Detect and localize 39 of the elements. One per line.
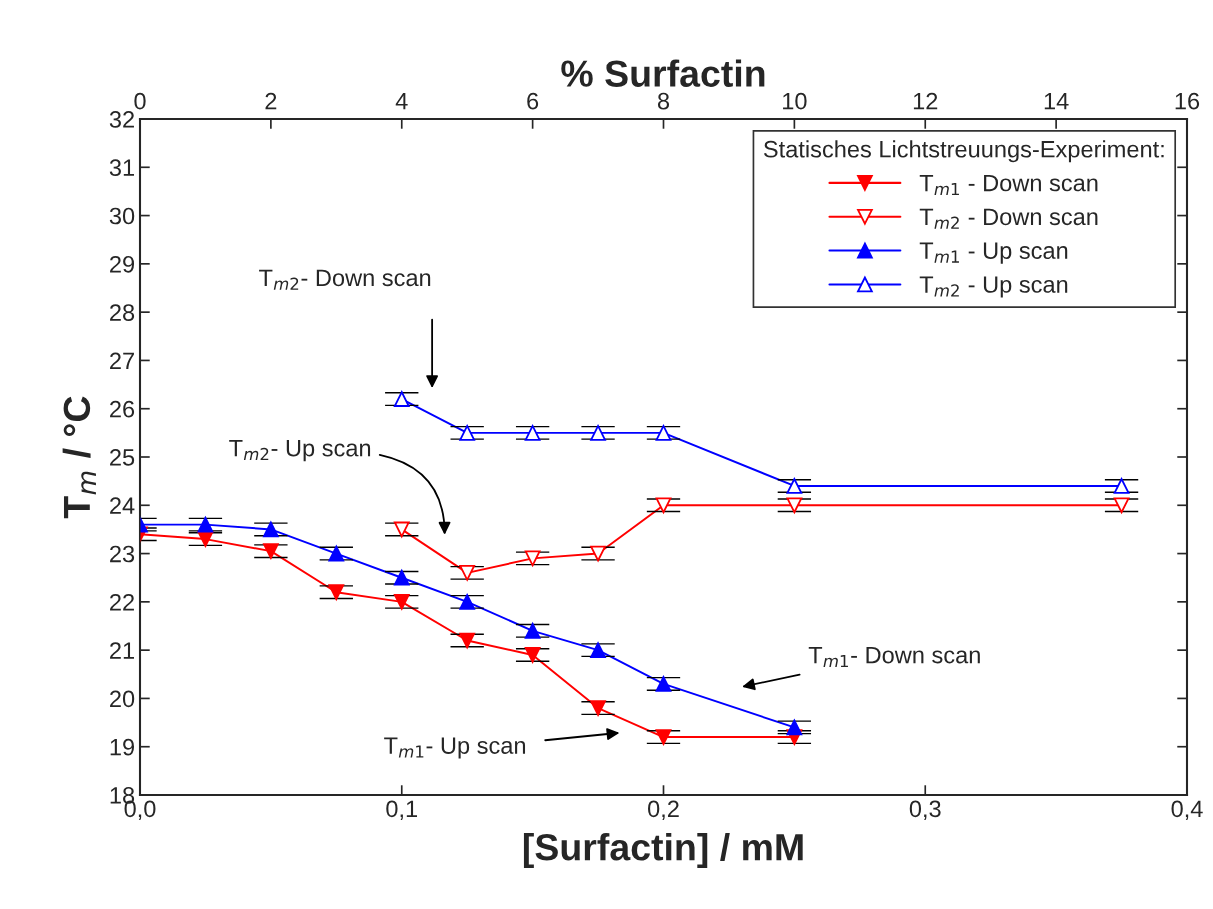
- legend-title: Statisches Lichtstreuungs-Experiment:: [763, 140, 1164, 163]
- x2-tick-label: 14: [1044, 93, 1069, 110]
- annotation: T$_{m1}$- Up scan: [384, 737, 526, 759]
- x2-tick-label: 4: [395, 93, 408, 110]
- y-tick-label: 22: [110, 593, 134, 611]
- x2-tick-label: 8: [657, 92, 670, 110]
- y-tick-label: 31: [109, 159, 134, 177]
- y-axis-title: T$_{m}$ / °C: [62, 396, 96, 519]
- x-tick-label: 0,1: [386, 800, 418, 820]
- legend-label: T$_{m1}$ - Up scan: [919, 242, 1068, 264]
- x2-tick-label: 10: [783, 92, 807, 110]
- y-tick-label: 19: [110, 738, 135, 756]
- y-tick-label: 24: [110, 497, 135, 514]
- x2-tick-label: 12: [913, 92, 938, 110]
- annotation: T$_{m2}$- Up scan: [229, 439, 371, 462]
- x2-tick-label: 16: [1175, 92, 1200, 110]
- x-tick-label: 0,3: [909, 800, 941, 820]
- x-tick-label: 0,4: [1171, 800, 1203, 820]
- y-tick-label: 29: [110, 255, 135, 273]
- legend-label: T$_{m1}$ - Down scan: [919, 174, 1098, 195]
- x-tick-label: 0,2: [648, 800, 679, 820]
- y-tick-label: 32: [109, 111, 134, 128]
- y-tick-label: 26: [110, 400, 135, 418]
- x2-tick-label: 2: [265, 92, 277, 110]
- x2-tick-label: 6: [527, 92, 539, 110]
- x-axis-title: [Surfactin] / mM: [523, 832, 803, 868]
- y-tick-label: 30: [109, 207, 135, 225]
- y-tick-label: 25: [110, 449, 135, 466]
- legend-label: T$_{m2}$ - Down scan: [919, 208, 1098, 229]
- y-tick-label: 27: [110, 352, 134, 369]
- x2-axis-title: % Surfactin: [561, 59, 765, 87]
- annotation: T$_{m1}$- Down scan: [808, 646, 980, 668]
- annotation: T$_{m2}$- Down scan: [259, 269, 431, 290]
- legend-label: T$_{m2}$ - Up scan: [919, 276, 1068, 298]
- y-tick-label: 23: [110, 545, 135, 563]
- y-tick-label: 28: [110, 304, 135, 321]
- x2-tick-label: 0: [134, 92, 146, 110]
- y-tick-label: 20: [110, 690, 135, 708]
- y-tick-label: 21: [110, 642, 134, 659]
